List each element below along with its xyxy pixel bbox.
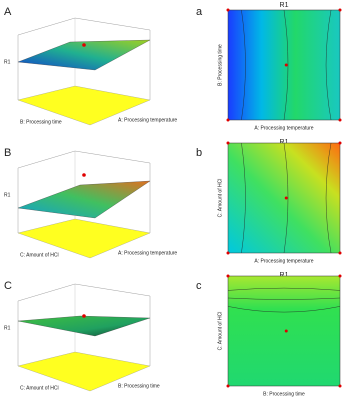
- contour-y-label: C: Amount of HCl: [217, 312, 223, 351]
- contour-plot: [227, 142, 341, 254]
- contour-line: [227, 306, 341, 313]
- right-axis-label: A: Processing temperature: [118, 250, 177, 256]
- design-point: [338, 251, 342, 255]
- contour-plot: [227, 275, 341, 387]
- contour-x-label: A: Processing temperature: [254, 258, 313, 264]
- contour-title: R1: [280, 272, 289, 279]
- center-point: [284, 196, 288, 200]
- design-point: [226, 118, 230, 122]
- design-point: [226, 8, 230, 12]
- center-point: [284, 329, 288, 333]
- contour-line: [325, 9, 332, 121]
- response-surface: [17, 180, 151, 219]
- design-point: [338, 118, 342, 122]
- contour-y-label: C: Amount of HCl: [217, 179, 223, 218]
- z-axis-label: R1: [4, 192, 11, 198]
- panel-letter: c: [196, 280, 202, 292]
- panels: A R1 B: Processing time A: Processing tempe…: [4, 2, 342, 397]
- design-point: [226, 141, 230, 145]
- contour-title: R1: [280, 139, 289, 146]
- contour-title: R1: [280, 2, 289, 9]
- left-axis-label: C: Amount of HCl: [20, 252, 59, 258]
- design-point: [338, 8, 342, 12]
- panel-letter: A: [4, 6, 12, 18]
- panel-letter: C: [4, 280, 12, 292]
- design-point: [226, 274, 230, 278]
- contour-x-label: A: Processing temperature: [254, 125, 313, 131]
- contour-plot: [227, 9, 341, 121]
- panel-letter: a: [196, 6, 203, 18]
- z-axis-label: R1: [4, 59, 11, 65]
- contour-y-label: B: Processing time: [217, 44, 223, 86]
- contour-x-label: B: Processing time: [263, 391, 305, 397]
- design-point: [338, 384, 342, 388]
- contour-line: [283, 142, 289, 254]
- design-point: [82, 314, 86, 318]
- design-point: [82, 43, 86, 47]
- left-axis-label: B: Processing time: [20, 119, 62, 125]
- center-point: [284, 63, 288, 67]
- design-point: [226, 384, 230, 388]
- right-axis-label: B: Processing time: [118, 383, 160, 389]
- design-point: [82, 173, 86, 177]
- z-axis-label: R1: [4, 325, 11, 331]
- response-surface: [17, 315, 151, 337]
- panel-letter: B: [4, 147, 11, 159]
- contour-line: [227, 297, 341, 300]
- right-axis-label: A: Processing temperature: [118, 117, 177, 123]
- panel-letter: b: [196, 147, 202, 159]
- response-surface: [17, 39, 151, 71]
- contour-line: [241, 142, 246, 254]
- design-point: [338, 274, 342, 278]
- contour-line: [241, 9, 246, 121]
- design-point: [338, 141, 342, 145]
- contour-line: [283, 9, 289, 121]
- contour-line: [325, 142, 332, 254]
- contour-line: [227, 287, 341, 291]
- design-point: [226, 251, 230, 255]
- left-axis-label: C: Amount of HCl: [20, 385, 59, 391]
